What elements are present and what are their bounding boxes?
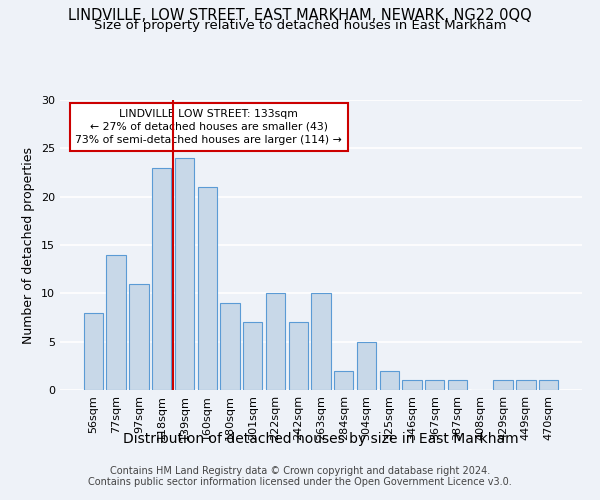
Bar <box>403 380 422 390</box>
Bar <box>243 322 262 390</box>
Bar <box>84 312 103 390</box>
Bar <box>539 380 558 390</box>
Bar <box>197 187 217 390</box>
Bar <box>220 303 239 390</box>
Bar <box>289 322 308 390</box>
Bar <box>152 168 172 390</box>
Bar <box>493 380 513 390</box>
Text: LINDVILLE, LOW STREET, EAST MARKHAM, NEWARK, NG22 0QQ: LINDVILLE, LOW STREET, EAST MARKHAM, NEW… <box>68 8 532 22</box>
Bar <box>334 370 353 390</box>
Bar <box>380 370 399 390</box>
Text: LINDVILLE LOW STREET: 133sqm
← 27% of detached houses are smaller (43)
73% of se: LINDVILLE LOW STREET: 133sqm ← 27% of de… <box>76 108 342 145</box>
Text: Size of property relative to detached houses in East Markham: Size of property relative to detached ho… <box>94 19 506 32</box>
Text: Distribution of detached houses by size in East Markham: Distribution of detached houses by size … <box>123 432 519 446</box>
Y-axis label: Number of detached properties: Number of detached properties <box>22 146 35 344</box>
Bar <box>357 342 376 390</box>
Bar <box>106 254 126 390</box>
Bar <box>311 294 331 390</box>
Bar <box>448 380 467 390</box>
Bar <box>516 380 536 390</box>
Text: Contains HM Land Registry data © Crown copyright and database right 2024.: Contains HM Land Registry data © Crown c… <box>110 466 490 476</box>
Bar <box>129 284 149 390</box>
Bar <box>266 294 285 390</box>
Bar <box>175 158 194 390</box>
Text: Contains public sector information licensed under the Open Government Licence v3: Contains public sector information licen… <box>88 477 512 487</box>
Bar <box>425 380 445 390</box>
